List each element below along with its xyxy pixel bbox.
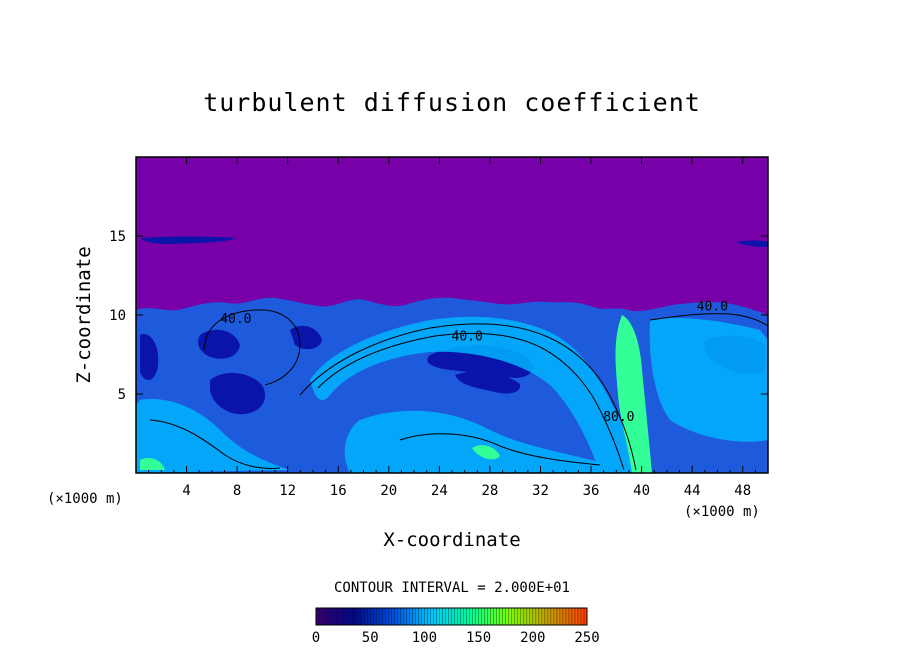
y-tick-label: 10 [109, 308, 126, 324]
x-tick-label: 24 [431, 483, 448, 499]
turbulence-field [136, 157, 768, 473]
colorbar-tick-label: 100 [412, 630, 437, 646]
high-diffusion-zone [649, 318, 768, 442]
contour-line [399, 433, 601, 466]
x-axis-label: X-coordinate [383, 529, 520, 551]
x-tick-label: 16 [330, 483, 347, 499]
colorbar-tick-label: 50 [362, 630, 379, 646]
upper-plume [140, 236, 236, 244]
x-tick-label: 48 [734, 483, 751, 499]
x-unit-right: (×1000 m) [684, 504, 760, 520]
x-tick-label: 12 [279, 483, 296, 499]
contour-line [317, 332, 625, 471]
colorbar-ticks: 0 50 100 150 200 250 [312, 630, 600, 646]
peak-diffusion-zone [472, 445, 500, 460]
low-diffusion-zone [198, 329, 240, 359]
x-tick-label: 4 [182, 483, 190, 499]
contour-line [203, 309, 301, 386]
contour-label: 40.0 [220, 312, 251, 327]
colorbar-hatching [318, 608, 585, 625]
contour-label: 80.0 [603, 410, 634, 425]
high-diffusion-zone [136, 399, 290, 473]
contour-label: 40.0 [697, 299, 728, 314]
colorbar-tick-label: 0 [312, 630, 320, 646]
colorbar-tick-label: 250 [574, 630, 599, 646]
y-axis: 5 10 15 [109, 229, 768, 403]
x-tick-label: 36 [583, 483, 600, 499]
high-diffusion-zone [344, 410, 600, 473]
x-tick-label: 44 [684, 483, 701, 499]
contour-interval: CONTOUR INTERVAL = 2.000E+01 [334, 580, 570, 596]
contour-line [149, 419, 281, 469]
x-tick-label: 8 [233, 483, 241, 499]
y-tick-label: 15 [109, 229, 126, 245]
high-diffusion-zone [310, 316, 638, 473]
low-diffusion-zone [210, 372, 266, 415]
y-axis-label: Z-coordinate [73, 246, 95, 383]
colorbar-tick-label: 200 [520, 630, 545, 646]
low-diffusion-zone [140, 334, 159, 381]
x-tick-label: 40 [633, 483, 650, 499]
chart-title: turbulent diffusion coefficient [203, 88, 701, 117]
upper-plume [736, 240, 768, 247]
x-unit-left: (×1000 m) [47, 491, 123, 507]
peak-diffusion-zone [615, 315, 652, 473]
y-tick-label: 5 [118, 387, 126, 403]
x-tick-label: 28 [481, 483, 498, 499]
contour-line [299, 323, 637, 471]
x-axis: 4 8 12 16 20 24 28 32 36 40 44 48 [148, 157, 756, 499]
low-diffusion-zone [455, 371, 521, 394]
x-tick-label: 20 [380, 483, 397, 499]
colorbar: 0 50 100 150 200 250 [312, 607, 600, 646]
colorbar-tick-label: 150 [466, 630, 491, 646]
x-tick-label: 32 [532, 483, 549, 499]
contour-line [649, 313, 768, 327]
peak-diffusion-zone [140, 458, 165, 470]
contour-label: 40.0 [452, 329, 483, 344]
contour-labels: 40.0 40.0 80.0 40.0 [220, 299, 728, 425]
